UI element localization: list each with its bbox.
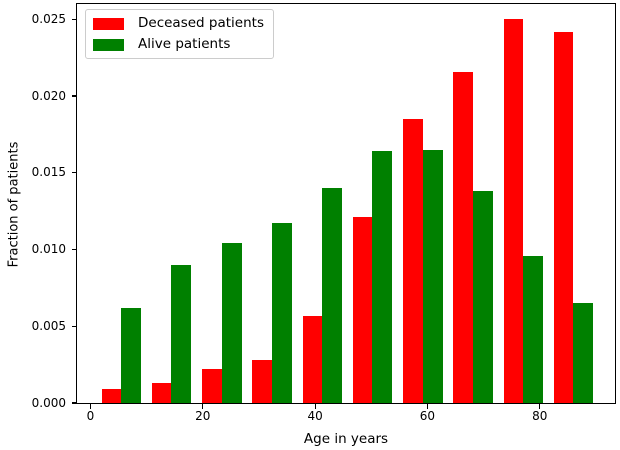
x-tick-label-60: 60 <box>419 409 436 423</box>
legend-entry-alive: Alive patients <box>93 37 264 52</box>
x-tick-mark-0 <box>89 404 92 409</box>
x-tick-label-0: 0 <box>86 409 95 423</box>
bar-alive-5 <box>372 151 393 403</box>
bar-alive-2 <box>221 243 242 403</box>
deceased-color-swatch <box>93 17 124 30</box>
legend-entry-deceased: Deceased patients <box>93 16 264 31</box>
bar-deceased-9 <box>553 31 574 403</box>
bar-alive-9 <box>573 303 594 403</box>
bar-deceased-5 <box>352 217 373 403</box>
y-tick-mark-0.015 <box>71 172 76 174</box>
x-axis-label: Age in years <box>303 431 389 447</box>
x-tick-mark-80 <box>539 404 541 409</box>
y-tick-label-0.025: 0.025 <box>31 11 66 26</box>
y-tick-mark-0.025 <box>71 18 76 20</box>
bar-alive-0 <box>121 307 141 403</box>
bar-alive-4 <box>322 188 343 403</box>
plot-area: Deceased patients Alive patients <box>76 3 616 404</box>
bar-deceased-0 <box>101 389 122 403</box>
legend: Deceased patients Alive patients <box>85 9 274 59</box>
x-tick-mark-40 <box>314 404 316 409</box>
y-axis-label: Fraction of patients <box>6 141 22 268</box>
y-tick-label-0.015: 0.015 <box>31 165 66 180</box>
bar-deceased-8 <box>503 19 524 403</box>
alive-color-swatch <box>93 38 124 51</box>
y-tick-label-0.010: 0.010 <box>31 242 66 257</box>
y-tick-label-0.020: 0.020 <box>31 88 66 103</box>
bar-alive-6 <box>422 149 443 403</box>
x-tick-mark-20 <box>202 404 204 409</box>
legend-label-alive: Alive patients <box>138 36 231 52</box>
y-tick-label-0.000: 0.000 <box>31 395 66 410</box>
y-tick-mark-0.020 <box>71 95 76 97</box>
bar-alive-7 <box>472 191 493 403</box>
y-tick-label-0.005: 0.005 <box>31 318 66 333</box>
bar-alive-1 <box>171 264 191 403</box>
y-tick-mark-0.010 <box>71 248 76 251</box>
bar-deceased-7 <box>453 71 473 403</box>
y-tick-mark-0.000 <box>71 402 76 404</box>
x-tick-mark-60 <box>426 404 429 409</box>
bar-deceased-4 <box>302 315 323 403</box>
bar-alive-8 <box>523 255 544 403</box>
bar-deceased-2 <box>202 369 222 403</box>
bar-alive-3 <box>271 223 292 403</box>
x-tick-label-20: 20 <box>195 409 211 423</box>
bar-deceased-6 <box>403 119 423 403</box>
bar-deceased-1 <box>151 383 172 403</box>
x-tick-label-40: 40 <box>307 409 323 423</box>
legend-label-deceased: Deceased patients <box>138 15 264 31</box>
bar-deceased-3 <box>252 360 272 403</box>
x-tick-label-80: 80 <box>532 409 548 423</box>
y-tick-mark-0.005 <box>71 325 76 327</box>
